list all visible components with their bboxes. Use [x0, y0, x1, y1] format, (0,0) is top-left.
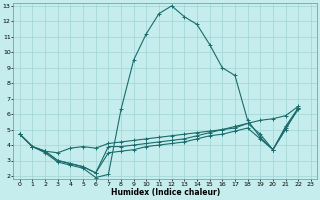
X-axis label: Humidex (Indice chaleur): Humidex (Indice chaleur) — [111, 188, 220, 197]
